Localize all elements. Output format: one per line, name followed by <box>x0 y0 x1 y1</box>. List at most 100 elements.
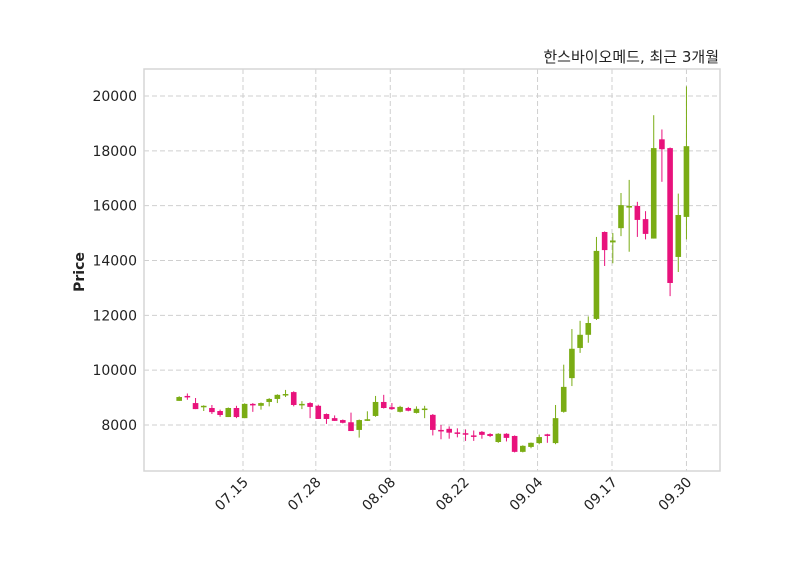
candle-body <box>380 401 387 408</box>
candle-down <box>430 414 436 436</box>
candle-body <box>585 323 592 335</box>
x-tick-label: 09.04 <box>507 474 547 514</box>
candle-up <box>675 193 682 273</box>
candle-body <box>642 219 649 234</box>
candle-body <box>225 407 232 418</box>
candle-up <box>536 434 542 445</box>
x-tick-label: 09.17 <box>581 475 621 515</box>
x-tick-label: 09.30 <box>656 475 696 515</box>
candle-body <box>184 395 191 398</box>
candle-body <box>601 231 608 251</box>
candle-body <box>569 348 575 379</box>
candle-body <box>462 433 469 435</box>
candle-up <box>266 398 272 407</box>
candle-body <box>610 240 616 243</box>
candle-body <box>307 403 313 407</box>
x-tick-label: 07.15 <box>212 475 252 515</box>
y-tick-labels: 8000 10000 12000 14000 16000 18000 20000 <box>92 89 137 434</box>
candle-body <box>405 407 412 411</box>
candle-down <box>642 211 649 240</box>
candle-body <box>675 214 682 257</box>
candle-body <box>495 433 502 442</box>
candle-down <box>438 424 444 440</box>
candle-body <box>618 205 624 229</box>
candle-up <box>282 389 289 398</box>
candle-down <box>217 409 223 417</box>
candle-down <box>323 413 330 424</box>
candle-down <box>290 391 297 407</box>
candle-down <box>511 435 518 453</box>
candle-down <box>348 412 354 432</box>
candle-body <box>683 146 690 217</box>
candle-down <box>544 433 551 443</box>
candle-down <box>209 404 215 415</box>
candle-body <box>413 408 420 413</box>
candle-down <box>470 430 477 441</box>
y-tick-label: 16000 <box>92 199 137 215</box>
candle-down <box>380 394 387 409</box>
candle-down <box>659 129 665 182</box>
candle-body <box>217 411 223 415</box>
candle-down <box>634 201 641 237</box>
candle-body <box>200 405 207 408</box>
candle-up <box>618 193 624 237</box>
candle-body <box>315 405 322 419</box>
candle-body <box>348 422 354 432</box>
candle-down <box>487 433 493 438</box>
candle-body <box>282 394 289 396</box>
y-tick-label: 10000 <box>92 363 137 379</box>
y-tick-label: 12000 <box>92 308 137 324</box>
plot-frame <box>143 68 721 472</box>
candle-body <box>233 407 240 418</box>
candle-body <box>299 403 305 406</box>
candle-up <box>520 445 526 453</box>
candle-up <box>593 236 600 320</box>
candle-body <box>266 398 272 402</box>
candle-body <box>577 334 583 348</box>
candle-down <box>307 402 313 419</box>
candle-up <box>577 320 583 353</box>
candle-up <box>176 396 182 401</box>
candle-body <box>446 428 452 433</box>
candle-down <box>601 231 608 266</box>
candle-down <box>462 429 469 441</box>
candle-body <box>634 205 641 220</box>
candle-up <box>650 115 657 239</box>
candle-body <box>356 420 362 430</box>
candle-down <box>446 426 452 439</box>
candle-body <box>528 442 534 447</box>
candle-body <box>250 403 256 406</box>
x-tick-labels: 07.15 07.28 08.08 08.22 09.04 09.17 09.30 <box>212 474 695 514</box>
candle-body <box>323 414 330 419</box>
candle-body <box>430 414 436 430</box>
candle-down <box>389 403 395 410</box>
candle-up <box>585 316 592 343</box>
candle-up <box>356 419 362 438</box>
chart-title: 한스바이오메드, 최근 3개월 <box>543 48 719 66</box>
candle-body <box>241 403 248 419</box>
candle-down <box>315 404 322 419</box>
candle-down <box>250 403 256 412</box>
candle-down <box>331 415 338 421</box>
candle-body <box>340 420 346 423</box>
candle-body <box>470 435 477 437</box>
candle-body <box>503 433 510 438</box>
candle-up <box>397 405 403 413</box>
candle-up <box>241 403 248 419</box>
candle-body <box>560 386 567 412</box>
candle-body <box>536 437 542 444</box>
candles <box>176 86 690 453</box>
candle-body <box>479 431 485 435</box>
candle-body <box>552 418 559 444</box>
candle-body <box>397 406 403 412</box>
y-tick-label: 14000 <box>92 254 137 270</box>
candle-down <box>479 431 485 439</box>
candle-body <box>487 434 493 436</box>
candle-up <box>626 179 632 252</box>
candle-body <box>659 139 665 150</box>
candle-up <box>274 394 281 404</box>
candle-up <box>569 329 575 387</box>
candle-body <box>331 418 338 421</box>
y-tick-label: 18000 <box>92 144 137 160</box>
